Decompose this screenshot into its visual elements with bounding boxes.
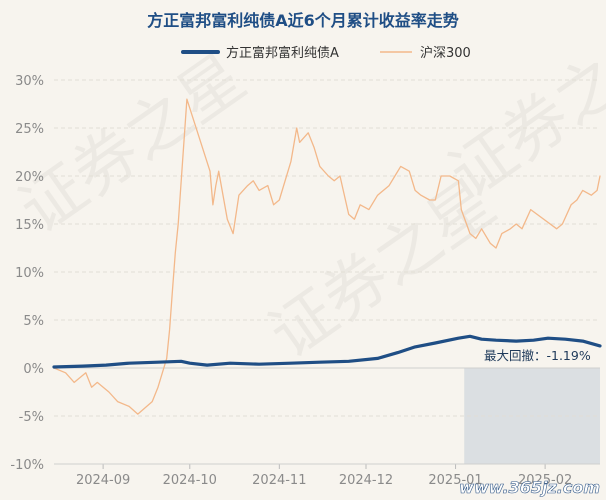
- x-tick-label: 2024-12: [339, 473, 393, 488]
- y-tick-label: -10%: [10, 458, 44, 473]
- legend-label-fund: 方正富邦富利纯债A: [226, 45, 339, 61]
- watermark-text: 证券之星: [7, 41, 259, 248]
- drawdown-label: 最大回撤：-1.19%: [484, 348, 591, 363]
- y-tick-label: 30%: [15, 74, 44, 89]
- series-layer: [52, 98, 602, 415]
- chart-title: 方正富邦富利纯债A近6个月累计收益率走势: [147, 11, 459, 30]
- y-tick-label: -5%: [19, 410, 44, 425]
- x-tick-label: 2024-09: [76, 473, 130, 488]
- source-text: www.365jz.com: [459, 478, 600, 497]
- x-tick-label: 2025-01: [428, 473, 482, 488]
- legend-label-hs300: 沪深300: [420, 45, 471, 61]
- x-tick-label: 2024-11: [252, 473, 306, 488]
- x-tick-label: 2025-02: [518, 473, 572, 488]
- y-tick-label: 10%: [15, 266, 44, 281]
- y-tick-label: 20%: [15, 170, 44, 185]
- y-tick-label: 5%: [23, 314, 44, 329]
- legend: 方正富邦富利纯债A 沪深300: [181, 45, 471, 61]
- series-line-hs300: [53, 98, 601, 415]
- y-tick-label: 25%: [15, 122, 44, 137]
- axes-layer: -10% -5% 0% 5% 10% 15% 20% 25% 30% 2024-09 2024-10…: [10, 74, 600, 488]
- y-tick-label: 0%: [23, 362, 44, 377]
- series-line-fund: [52, 334, 602, 369]
- y-tick-label: 15%: [15, 218, 44, 233]
- watermark-text: 证券之星: [437, 6, 606, 213]
- x-tick-label: 2024-10: [163, 473, 217, 488]
